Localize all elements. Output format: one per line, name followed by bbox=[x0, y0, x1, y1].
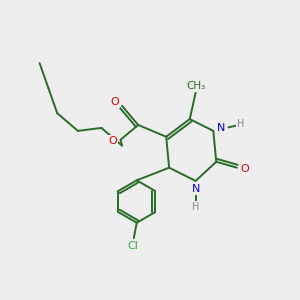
Text: H: H bbox=[192, 202, 199, 212]
Text: Cl: Cl bbox=[127, 241, 138, 251]
Text: O: O bbox=[110, 97, 119, 107]
Text: O: O bbox=[241, 164, 250, 174]
Text: H: H bbox=[237, 119, 244, 129]
Text: O: O bbox=[108, 136, 117, 146]
Text: CH₃: CH₃ bbox=[187, 81, 206, 91]
Text: N: N bbox=[191, 184, 200, 194]
Text: N: N bbox=[218, 123, 226, 133]
